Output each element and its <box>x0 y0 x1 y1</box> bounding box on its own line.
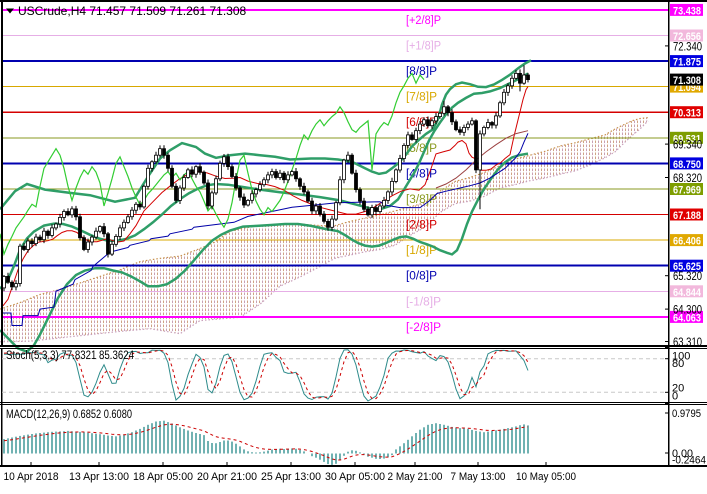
svg-text:100: 100 <box>672 351 690 363</box>
svg-text:67.969: 67.969 <box>673 185 701 197</box>
svg-text:73.438: 73.438 <box>673 5 701 17</box>
svg-text:72.656: 72.656 <box>673 31 701 43</box>
svg-text:64.300: 64.300 <box>673 305 702 317</box>
svg-text:[-1/8]P: [-1/8]P <box>406 296 441 308</box>
svg-text:0: 0 <box>672 391 678 403</box>
svg-text:[-2/8]P: [-2/8]P <box>406 322 441 334</box>
svg-text:7 May 13:00: 7 May 13:00 <box>451 471 506 483</box>
svg-text:65.625: 65.625 <box>673 261 701 273</box>
svg-text:0.00: 0.00 <box>672 448 693 460</box>
svg-text:71.875: 71.875 <box>673 57 701 69</box>
svg-text:65.320: 65.320 <box>673 271 702 283</box>
svg-text:[+1/8]P: [+1/8]P <box>406 41 441 53</box>
svg-text:68.320: 68.320 <box>673 173 702 185</box>
svg-text:72.340: 72.340 <box>673 41 702 53</box>
svg-text:[3/8]P: [3/8]P <box>406 194 437 206</box>
svg-text:64.063: 64.063 <box>673 312 701 324</box>
svg-text:2 May 21:00: 2 May 21:00 <box>388 471 443 483</box>
svg-text:10 Apr 2018: 10 Apr 2018 <box>4 471 59 483</box>
svg-text:18 Apr 05:00: 18 Apr 05:00 <box>133 471 193 483</box>
svg-text:30 Apr 05:00: 30 Apr 05:00 <box>325 471 385 483</box>
svg-text:69.531: 69.531 <box>673 133 701 145</box>
svg-text:[8/8]P: [8/8]P <box>406 66 437 78</box>
svg-text:20 Apr 21:00: 20 Apr 21:00 <box>197 471 257 483</box>
svg-text:70.313: 70.313 <box>673 108 701 120</box>
svg-text:13 Apr 13:00: 13 Apr 13:00 <box>69 471 129 483</box>
svg-text:-0.2464: -0.2464 <box>672 455 706 467</box>
svg-text:[1/8]P: [1/8]P <box>406 245 437 257</box>
svg-text:63.310: 63.310 <box>673 337 702 349</box>
svg-text:25 Apr 13:00: 25 Apr 13:00 <box>261 471 321 483</box>
svg-text:67.188: 67.188 <box>673 210 701 222</box>
svg-text:[0/8]P: [0/8]P <box>406 271 437 283</box>
svg-text:Stoch(5,3,3) 77.8321 85.3624: Stoch(5,3,3) 77.8321 85.3624 <box>6 350 134 362</box>
svg-text:20: 20 <box>672 383 684 395</box>
svg-text:[7/8]P: [7/8]P <box>406 92 437 104</box>
svg-text:USCrude,H4 71.457 71.509 71.2: USCrude,H4 71.457 71.509 71.261 71.308 <box>18 4 247 18</box>
svg-text:71.308: 71.308 <box>673 75 701 87</box>
svg-text:80: 80 <box>672 358 684 370</box>
svg-text:68.750: 68.750 <box>673 159 701 171</box>
svg-text:[+2/8]P: [+2/8]P <box>406 15 441 27</box>
svg-text:10 May 05:00: 10 May 05:00 <box>516 471 576 483</box>
svg-text:0.9795: 0.9795 <box>672 408 701 420</box>
svg-text:69.340: 69.340 <box>673 140 702 152</box>
svg-text:64.844: 64.844 <box>673 287 702 299</box>
svg-text:66.406: 66.406 <box>673 236 701 248</box>
svg-text:MACD(12,26,9) 0.6852 0.6080: MACD(12,26,9) 0.6852 0.6080 <box>6 409 132 421</box>
svg-text:[2/8]P: [2/8]P <box>406 220 437 232</box>
